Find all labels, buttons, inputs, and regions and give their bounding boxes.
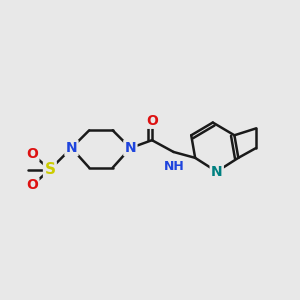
Text: NH: NH: [164, 160, 185, 173]
Text: O: O: [26, 147, 38, 161]
Text: N: N: [66, 141, 77, 155]
Text: N: N: [211, 165, 223, 178]
Text: S: S: [44, 162, 56, 177]
Text: O: O: [146, 114, 158, 128]
Text: O: O: [26, 178, 38, 192]
Text: N: N: [124, 141, 136, 155]
